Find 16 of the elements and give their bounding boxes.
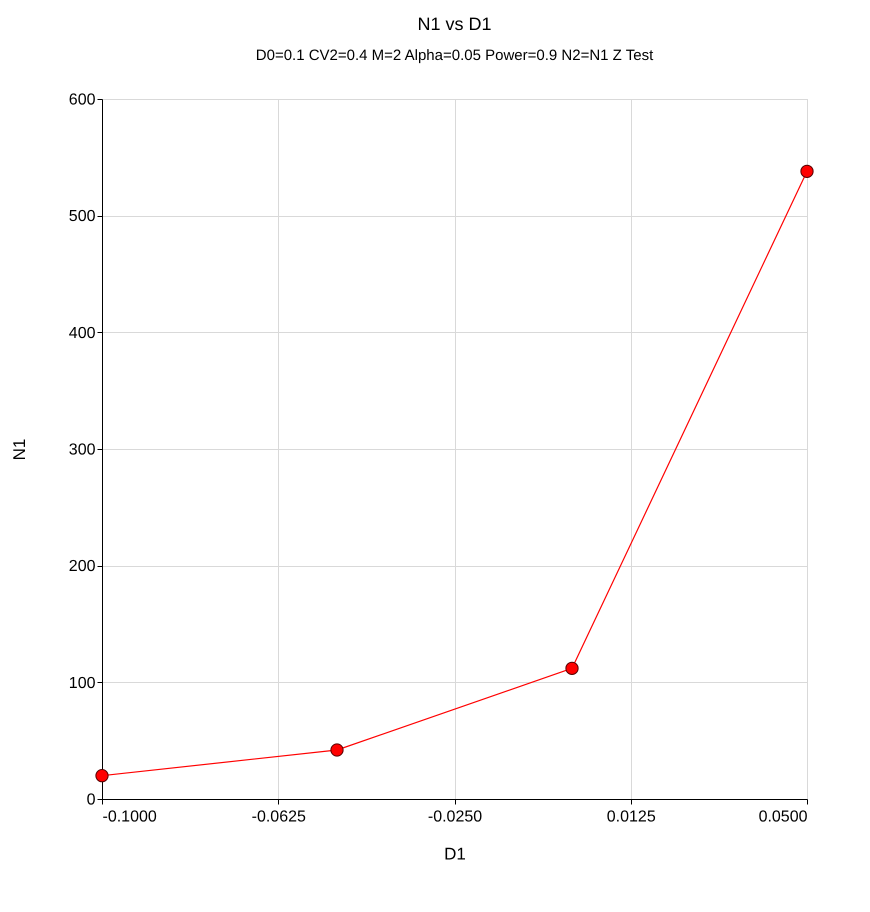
x-tick-label: -0.0625 [252, 808, 306, 826]
y-tick-label: 500 [68, 208, 96, 226]
y-tick-label: 200 [68, 558, 96, 576]
x-tick-label: 0.0125 [606, 808, 656, 826]
y-tick-label: 400 [68, 324, 96, 342]
y-tick-label: 300 [68, 442, 96, 458]
y-tick-label: 100 [68, 674, 96, 692]
x-tick-label: -0.0250 [428, 808, 482, 826]
chart-subtitle: D0=0.1 CV2=0.4 M=2 Alpha=0.05 Power=0.9 N2=N1 Z Test [256, 47, 654, 64]
x-tick-label: -0.1000 [102, 808, 157, 826]
y-tick-label: 600 [68, 92, 96, 108]
y-axis-title: N1 [10, 438, 29, 460]
chart-title: N1 vs D1 [417, 14, 492, 34]
x-tick-label: 0.0500 [758, 808, 808, 826]
x-axis-title: D1 [444, 844, 466, 864]
y-tick-label: 0 [86, 792, 96, 808]
